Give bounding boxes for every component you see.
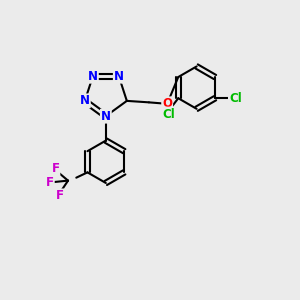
Text: N: N (88, 70, 98, 83)
Text: O: O (162, 97, 172, 110)
Text: N: N (114, 70, 124, 83)
Text: N: N (101, 110, 111, 123)
Text: F: F (51, 162, 59, 175)
Text: F: F (56, 189, 64, 203)
Text: N: N (80, 94, 90, 107)
Text: Cl: Cl (163, 108, 175, 121)
Text: Cl: Cl (229, 92, 242, 105)
Text: F: F (46, 176, 54, 189)
